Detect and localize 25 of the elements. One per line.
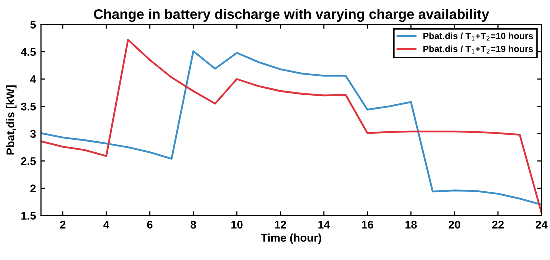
- y-axis-title: Pbat,dis [kW]: [6, 86, 17, 155]
- x-tick-label: 10: [232, 220, 243, 229]
- x-tick-label: 14: [318, 221, 330, 229]
- y-tick-label: 2: [30, 184, 36, 193]
- x-tick-label: 4: [104, 221, 110, 229]
- y-tick-label: 3.5: [21, 102, 36, 111]
- legend-label: Pbat.dis / T$_{1}$+T$_{2}$=19 hours: [424, 46, 534, 54]
- chart-title: Change in battery discharge with varying charge availability: [94, 9, 490, 22]
- x-tick-label: 2: [60, 220, 66, 229]
- x-tick-label: 6: [147, 220, 153, 229]
- y-tick-label: 3: [30, 130, 36, 138]
- x-tick-label: 8: [190, 220, 196, 229]
- y-tick-label: 4.5: [21, 48, 36, 56]
- y-tick-label: 4: [30, 76, 36, 84]
- x-tick-label: 16: [362, 220, 374, 229]
- x-tick-label: 20: [448, 220, 460, 229]
- x-tick-label: 12: [275, 220, 286, 229]
- legend-label: Pbat.dis / T$_{1}$+T$_{2}$=10 hours: [424, 32, 534, 41]
- x-tick-label: 22: [492, 220, 504, 229]
- y-tick-label: 5: [30, 21, 36, 29]
- y-tick-label: 1.5: [22, 212, 36, 220]
- y-tick-label: 2.5: [21, 157, 36, 166]
- x-axis-title: Time (hour): [261, 234, 322, 244]
- x-tick-label: 24: [536, 220, 548, 229]
- x-tick-label: 18: [406, 220, 418, 229]
